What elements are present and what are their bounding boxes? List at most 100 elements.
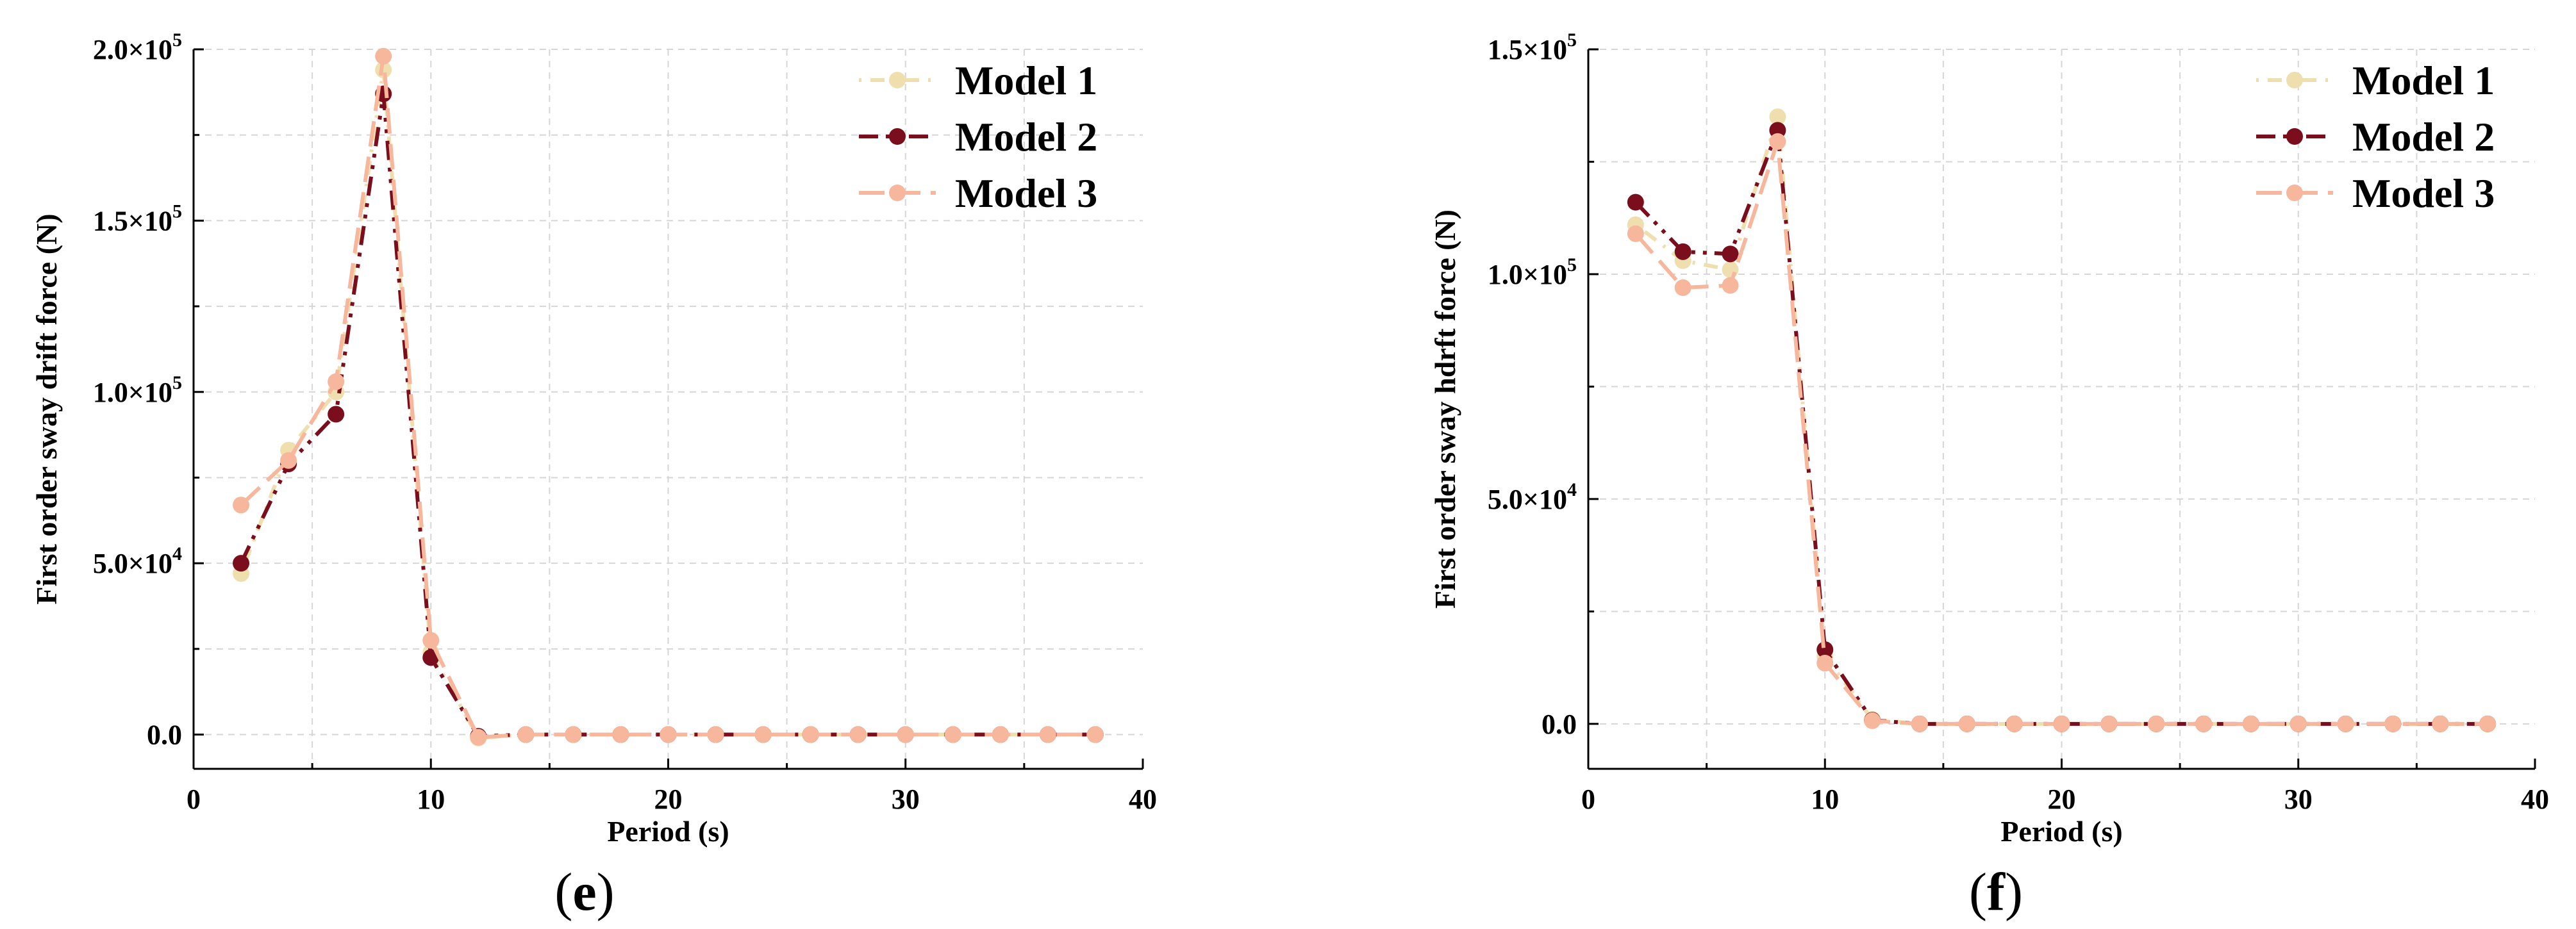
series-model-3 [1627, 133, 2497, 732]
data-point [2289, 715, 2307, 732]
data-point [1816, 641, 1834, 659]
data-point [2432, 715, 2449, 732]
data-point [1958, 715, 1975, 732]
x-tick-label: 40 [2521, 784, 2549, 815]
y-tick-label: 1.5×105 [1488, 29, 1577, 65]
y-tick-label: 2.0×105 [93, 29, 182, 65]
data-point [2006, 715, 2023, 732]
data-point [897, 726, 914, 743]
legend-label: Model 2 [955, 114, 1097, 160]
legend-swatch-marker [2286, 185, 2303, 201]
y-tick-exponent: 5 [172, 201, 182, 222]
y-tick-exponent: 4 [172, 543, 182, 564]
data-point [375, 47, 392, 65]
data-point [612, 726, 629, 743]
data-point [1722, 277, 1739, 294]
panel-label: (f) [1969, 862, 2023, 922]
data-point [992, 726, 1009, 743]
x-tick-label: 0 [187, 784, 201, 815]
chart-panel-e: 0 10 20 30 400.05.0×1041.0×1051.5×1052.0×105… [30, 29, 1157, 922]
data-point [1769, 108, 1786, 126]
y-tick-mantissa: 5.0×10 [93, 548, 172, 579]
y-tick-mantissa: 0.0 [1541, 709, 1577, 740]
y-axis-title: First order sway drift force (N) [30, 213, 63, 604]
x-tick-label: 0 [1581, 784, 1595, 815]
y-tick-exponent: 5 [172, 29, 182, 51]
x-tick-label: 20 [2048, 784, 2076, 815]
data-point [2242, 715, 2259, 732]
data-point [1039, 726, 1056, 743]
data-point [1816, 655, 1834, 672]
data-point [233, 497, 250, 514]
data-point [944, 726, 961, 743]
data-point [2053, 715, 2070, 732]
data-point [422, 632, 440, 649]
y-tick-label: 0.0 [1541, 709, 1577, 740]
legend-label: Model 1 [955, 58, 1097, 103]
x-tick-label: 10 [1811, 784, 1839, 815]
data-point [2100, 715, 2118, 732]
data-point [1722, 261, 1739, 278]
y-tick-exponent: 5 [1567, 29, 1577, 51]
data-point [328, 406, 345, 423]
data-point [849, 726, 867, 743]
data-point [1864, 712, 1881, 729]
y-tick-label: 1.0×105 [1488, 254, 1577, 290]
data-point [802, 726, 819, 743]
legend: Model 1 Model 2 Model 3 [2256, 58, 2495, 216]
legend-label: Model 3 [955, 170, 1097, 216]
data-point [1674, 243, 1691, 260]
legend-swatch-marker [889, 185, 906, 201]
y-tick-mantissa: 2.0×10 [93, 34, 172, 65]
y-tick-label: 1.0×105 [93, 372, 182, 408]
data-point [1627, 225, 1644, 242]
y-tick-mantissa: 1.0×10 [1488, 259, 1567, 290]
data-point [1911, 715, 1928, 732]
data-point [1086, 726, 1104, 743]
data-point [1674, 279, 1691, 296]
data-point [660, 726, 677, 743]
legend-label: Model 3 [2352, 170, 2495, 216]
y-tick-label: 1.5×105 [93, 201, 182, 236]
x-tick-label: 30 [2284, 784, 2313, 815]
x-tick-label: 30 [892, 784, 920, 815]
data-point [1722, 245, 1739, 263]
panel-label: (e) [554, 862, 614, 922]
legend-swatch-marker [889, 72, 906, 88]
data-point [2384, 715, 2402, 732]
panel-label-letter: f [1987, 862, 2006, 922]
legend-swatch-marker [2286, 72, 2303, 88]
gridlines [1588, 49, 2535, 769]
data-point [233, 555, 250, 572]
panel-label-close: ) [597, 862, 615, 922]
y-axis-title: First order sway hdrft force (N) [1429, 210, 1461, 609]
data-point [2148, 715, 2165, 732]
y-tick-exponent: 5 [172, 372, 182, 393]
data-point [754, 726, 772, 743]
gridlines [194, 49, 1143, 769]
series-model-3 [233, 47, 1104, 746]
data-point [328, 373, 345, 390]
y-tick-mantissa: 5.0×10 [1488, 484, 1567, 515]
panel-label-close: ) [2005, 862, 2023, 922]
data-point [2195, 715, 2213, 732]
data-point [2479, 715, 2497, 732]
x-axis-title: Period (s) [607, 815, 729, 848]
data-point [565, 726, 582, 743]
y-tick-mantissa: 0.0 [147, 719, 182, 751]
data-point [1769, 133, 1786, 150]
legend: Model 1 Model 2 Model 3 [859, 58, 1097, 216]
data-point [422, 649, 440, 666]
legend-label: Model 1 [2352, 58, 2495, 103]
x-tick-label: 10 [417, 784, 445, 815]
panel-label-open: ( [1969, 862, 1987, 922]
y-tick-mantissa: 1.5×10 [1488, 34, 1567, 65]
y-tick-exponent: 4 [1567, 479, 1577, 500]
legend-swatch-marker [889, 128, 906, 145]
panel-label-open: ( [554, 862, 572, 922]
data-point [280, 452, 297, 469]
chart-panel-f: 0 10 20 30 400.05.0×1041.0×1051.5×105Period … [1429, 29, 2549, 922]
y-tick-exponent: 5 [1567, 254, 1577, 275]
